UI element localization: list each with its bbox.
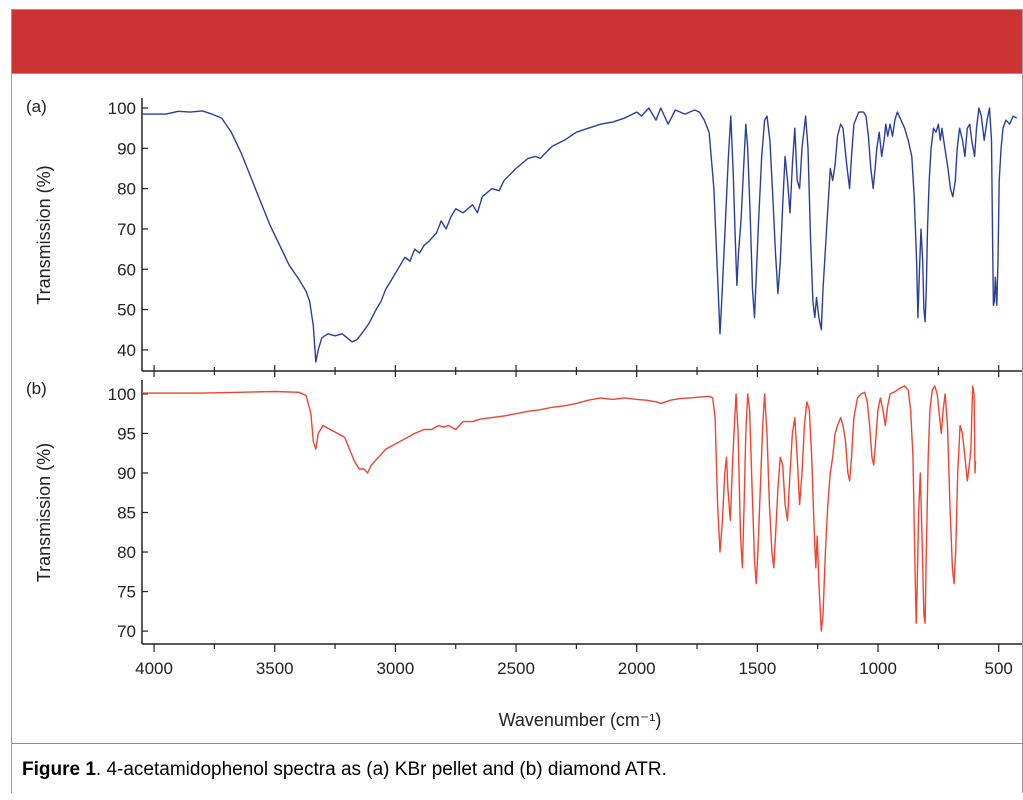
y-tick-label-a: 40 [117,341,136,360]
y-tick-label-a: 80 [117,180,136,199]
x-tick-label: 2500 [497,659,535,678]
panel-label-a: (a) [26,97,47,116]
y-tick-label-b: 95 [117,424,136,443]
y-tick-label-b: 85 [117,504,136,523]
y-tick-label-b: 75 [117,583,136,602]
y-axis-label-b: Transmission (%) [34,443,54,582]
y-tick-label-b: 90 [117,464,136,483]
y-tick-label-a: 90 [117,139,136,158]
y-axis-label-a: Transmission (%) [34,165,54,304]
x-axis-label: Wavenumber (cm⁻¹) [499,710,662,730]
panel-label-b: (b) [26,379,47,398]
x-tick-label: 3500 [256,659,294,678]
y-tick-label-b: 80 [117,543,136,562]
spectrum-line-a [142,107,1018,363]
y-tick-label-a: 60 [117,260,136,279]
header-bar [12,10,1022,74]
y-tick-label-a: 50 [117,301,136,320]
caption-box: Figure 1. 4-acetamidophenol spectra as (… [12,743,1022,793]
caption-text: . 4-acetamidophenol spectra as (a) KBr p… [95,759,667,780]
spectra-chart: 40 50 60 70 80 90 100 Transmission (%) (a) 70 75 80… [26,97,1022,730]
y-tick-label-a: 70 [117,220,136,239]
y-tick-label-a: 100 [108,99,136,118]
y-tick-label-b: 70 [117,622,136,641]
spectrum-line-b [142,385,977,632]
x-tick-label: 2000 [618,659,656,678]
figure-frame: 40 50 60 70 80 90 100 Transmission (%) (a) 70 75 80… [11,9,1023,793]
x-tick-label: 1500 [738,659,776,678]
x-tick-label: 500 [985,659,1013,678]
figure-caption: Figure 1. 4-acetamidophenol spectra as (… [22,759,667,781]
x-tick-label: 3000 [376,659,414,678]
x-tick-label: 1000 [859,659,897,678]
y-tick-label-b: 100 [108,385,136,404]
x-tick-label: 4000 [135,659,173,678]
caption-label: Figure 1 [22,759,96,780]
